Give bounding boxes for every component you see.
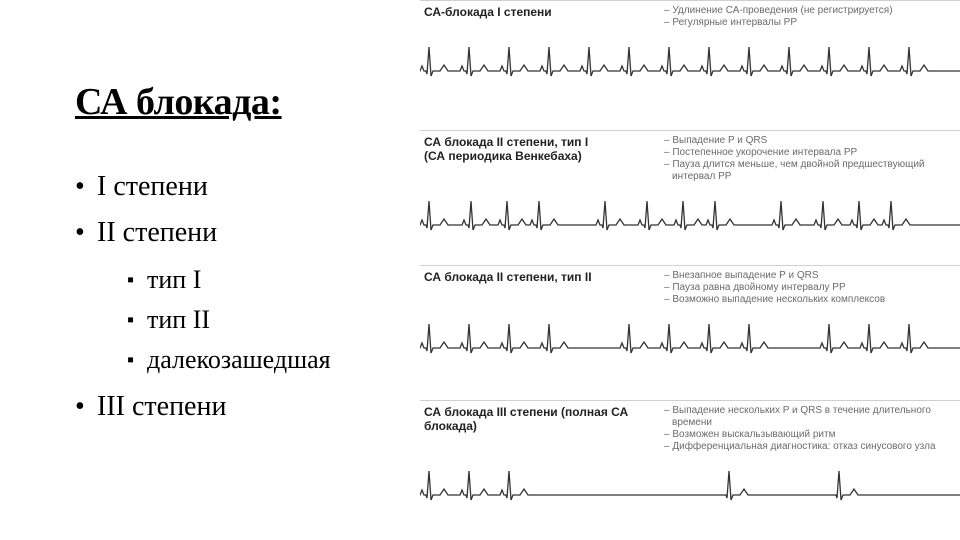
panel-header: СА блокада III степени (полная СА блокад… [420, 401, 960, 461]
panel-header: СА блокада II степени, тип I(СА периодик… [420, 131, 960, 191]
panel-title: СА блокада III степени (полная СА блокад… [424, 405, 664, 433]
ecg-panel-sa2t2: СА блокада II степени, тип IIВнезапное в… [420, 265, 960, 362]
slide-root: СА блокада: I степени II степени тип I т… [0, 0, 960, 540]
ecg-strip [420, 191, 960, 239]
ecg-strip [420, 314, 960, 362]
panel-title-line1: СА блокада II степени, тип II [424, 270, 664, 284]
outline-subitem-ii-advanced: далекозашедшая [127, 340, 415, 380]
panel-desc-line: Регулярные интервалы PP [664, 17, 956, 29]
outline-item-i: I степени [75, 164, 415, 210]
panel-title: СА-блокада I степени [424, 5, 664, 19]
panel-description: Внезапное выпадение P и QRSПауза равна д… [664, 270, 956, 306]
panel-description: Выпадение P и QRSПостепенное укорочение … [664, 135, 956, 183]
ecg-panel-sa3: СА блокада III степени (полная СА блокад… [420, 400, 960, 509]
ecg-strip [420, 461, 960, 509]
outline-subitem-ii-type2: тип II [127, 300, 415, 340]
left-outline: СА блокада: I степени II степени тип I т… [75, 80, 415, 430]
panel-title-line2: (СА периодика Венкебаха) [424, 149, 664, 163]
panel-desc-line: Внезапное выпадение P и QRS [664, 270, 956, 282]
panel-desc-line: Удлинение СА-проведения (не регистрирует… [664, 5, 956, 17]
panel-desc-line: Пауза длится меньше, чем двойной предшес… [664, 159, 956, 183]
panel-header: СА блокада II степени, тип IIВнезапное в… [420, 266, 960, 314]
outline-subitem-ii-type1: тип I [127, 260, 415, 300]
outline-list: I степени II степени тип I тип II далеко… [75, 164, 415, 430]
ecg-trace [420, 324, 960, 353]
ecg-panel-sa1: СА-блокада I степениУдлинение СА-проведе… [420, 0, 960, 85]
outline-sublist-ii: тип I тип II далекозашедшая [127, 260, 415, 380]
panel-desc-line: Дифференциальная диагностика: отказ сину… [664, 441, 956, 453]
panel-title-line1: СА блокада III степени (полная СА блокад… [424, 405, 664, 433]
panel-desc-line: Возможно выпадение нескольких комплексов [664, 294, 956, 306]
ecg-strip [420, 37, 960, 85]
ecg-trace [420, 47, 960, 76]
panel-desc-line: Пауза равна двойному интервалу PP [664, 282, 956, 294]
panel-description: Удлинение СА-проведения (не регистрирует… [664, 5, 956, 29]
panel-desc-line: Выпадение P и QRS [664, 135, 956, 147]
panel-title: СА блокада II степени, тип I(СА периодик… [424, 135, 664, 163]
outline-item-ii: II степени тип I тип II далекозашедшая [75, 210, 415, 380]
ecg-trace [420, 201, 960, 230]
panel-desc-line: Выпадение нескольких P и QRS в течение д… [664, 405, 956, 429]
panel-title-line1: СА блокада II степени, тип I [424, 135, 664, 149]
panel-description: Выпадение нескольких P и QRS в течение д… [664, 405, 956, 453]
ecg-panel-sa2t1: СА блокада II степени, тип I(СА периодик… [420, 130, 960, 239]
panel-desc-line: Возможен выскальзывающий ритм [664, 429, 956, 441]
panel-desc-line: Постепенное укорочение интервала PP [664, 147, 956, 159]
ecg-trace [420, 471, 960, 500]
panel-title-line1: СА-блокада I степени [424, 5, 664, 19]
ecg-panels-container: СА-блокада I степениУдлинение СА-проведе… [420, 0, 960, 540]
panel-header: СА-блокада I степениУдлинение СА-проведе… [420, 1, 960, 37]
outline-item-ii-label: II степени [97, 217, 217, 248]
panel-title: СА блокада II степени, тип II [424, 270, 664, 284]
slide-title: СА блокада: [75, 80, 415, 124]
outline-item-iii: III степени [75, 384, 415, 430]
